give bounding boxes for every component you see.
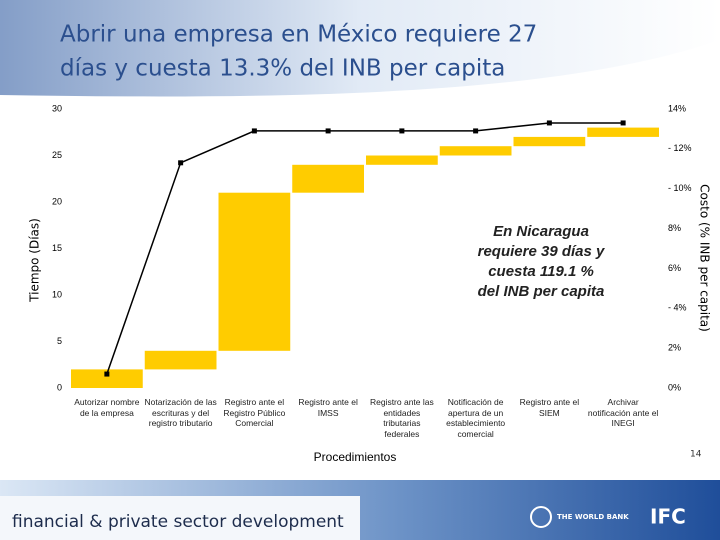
title: Abrir una empresa en México requiere 27 <box>60 22 537 48</box>
y2-tick-label: 14% <box>668 103 686 113</box>
logo-icon <box>530 506 552 528</box>
bar <box>366 155 438 165</box>
bar <box>218 192 291 351</box>
y-tick-label: 0 <box>57 382 62 392</box>
y-tick-label: 25 <box>52 150 62 160</box>
y-tick-label: 20 <box>52 196 62 206</box>
logo-worldbank: THE WORLD BANK <box>557 513 629 521</box>
cost-marker <box>104 371 110 377</box>
header-swoosh <box>0 0 720 97</box>
bar <box>587 127 659 137</box>
page-number: 14 <box>690 450 702 460</box>
footer-panel <box>0 496 360 540</box>
y-tick-label: 5 <box>57 336 62 346</box>
x-tick-label: Registro ante el Registro Público Comerc… <box>223 397 286 428</box>
y2-tick-label: 6% <box>668 263 681 273</box>
x-tick-label: Notificación de apertura de un estableci… <box>446 397 506 439</box>
title: días y cuesta 13.3% del INB per capita <box>60 56 505 82</box>
cost-marker <box>325 128 331 134</box>
annotation: del INB per capita <box>478 283 605 300</box>
cost-marker <box>546 120 552 126</box>
x-tick-label: Registro ante las entidades tributarias … <box>369 397 434 439</box>
annotation: cuesta 119.1 % <box>488 263 594 280</box>
cost-marker <box>473 128 479 134</box>
y-tick-label: 15 <box>52 243 62 253</box>
y2-axis-label: Costo (% INB per capita) <box>698 184 712 332</box>
annotation: En Nicaragua <box>493 223 589 240</box>
x-axis-label: Procedimientos <box>314 450 397 464</box>
cost-marker <box>399 128 405 134</box>
y-axis-label: Tiempo (Días) <box>28 218 42 303</box>
y-tick-label: 30 <box>52 103 62 113</box>
bar <box>513 136 586 147</box>
annotation: requiere 39 días y <box>478 243 605 260</box>
bar <box>71 369 143 388</box>
y-tick-label: 10 <box>52 289 62 299</box>
cost-marker <box>251 128 257 134</box>
y2-tick-label: 0% <box>668 382 681 392</box>
y2-tick-label: 8% <box>668 223 681 233</box>
cost-marker <box>620 120 626 126</box>
footer-tagline: financial & private sector development <box>12 512 344 532</box>
bar <box>144 350 217 370</box>
bar <box>292 164 364 193</box>
x-tick-label: Autorizar nombre de la empresa <box>74 397 140 418</box>
y2-tick-label: - 12% <box>668 143 692 153</box>
logo-ifc: IFC <box>650 505 686 529</box>
cost-marker <box>178 160 184 166</box>
y2-tick-label: - 4% <box>668 303 687 313</box>
bar <box>439 146 512 156</box>
x-tick-label: Archivar notificación ante el INEGI <box>587 397 659 428</box>
x-tick-label: Registro ante el IMSS <box>298 397 358 418</box>
y2-tick-label: - 10% <box>668 183 692 193</box>
y2-tick-label: 2% <box>668 343 681 353</box>
x-tick-label: Registro ante el SIEM <box>519 397 580 418</box>
x-tick-label: Notarización de las escrituras y del reg… <box>144 397 217 428</box>
cost-line <box>106 122 624 375</box>
